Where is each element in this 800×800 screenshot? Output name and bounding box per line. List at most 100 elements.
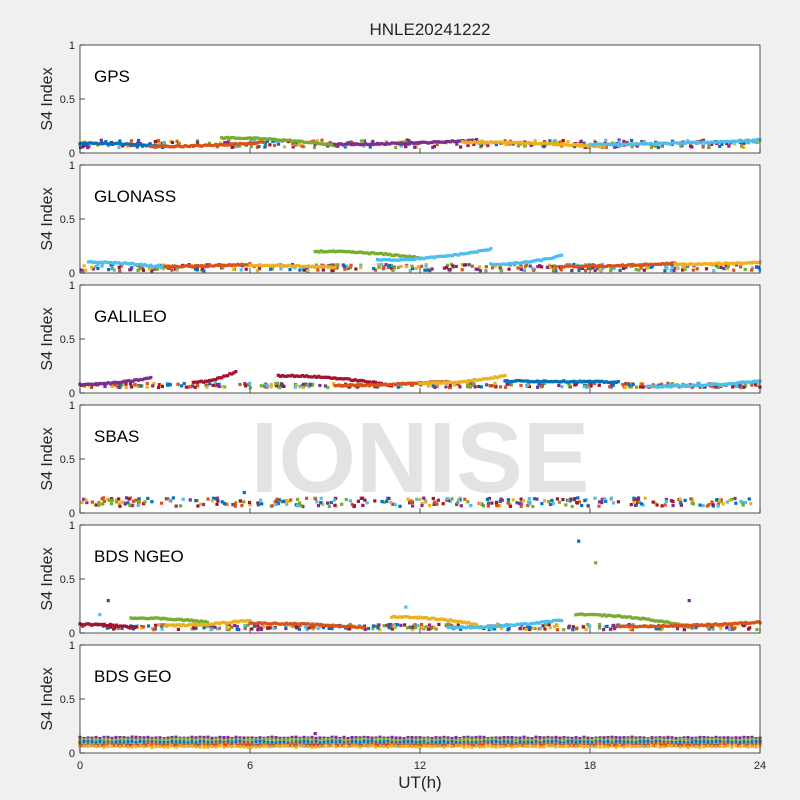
data-point	[113, 383, 117, 387]
arc-point	[88, 382, 92, 386]
arc-point	[153, 144, 157, 149]
data-point	[460, 263, 464, 267]
geo-level-point	[162, 738, 166, 742]
data-point	[390, 267, 394, 271]
arc-point	[179, 265, 183, 269]
arc-point	[214, 143, 218, 147]
data-point	[318, 383, 322, 388]
geo-level-point	[706, 736, 710, 740]
data-point	[637, 496, 641, 500]
arc-point	[388, 252, 392, 256]
arc-point	[224, 136, 228, 140]
arc-point	[641, 141, 645, 145]
data-point	[671, 503, 675, 508]
arc-point	[722, 622, 726, 626]
y-tick-label: 0	[69, 148, 75, 160]
geo-level-point	[158, 740, 162, 744]
geo-level-point	[382, 740, 386, 744]
arc-point	[511, 379, 515, 384]
geo-level-point	[666, 742, 670, 746]
arc-point	[236, 143, 240, 147]
arc-point	[489, 376, 493, 380]
data-point	[136, 268, 140, 272]
arc-point	[728, 140, 732, 144]
data-point	[711, 504, 715, 508]
geo-level-point	[642, 740, 646, 744]
arc-point	[554, 379, 558, 383]
geo-level-point	[318, 741, 322, 745]
arc-point	[582, 144, 586, 148]
data-point	[290, 143, 295, 147]
arc-point	[268, 137, 272, 141]
arc-point	[639, 617, 643, 621]
geo-level-point	[602, 743, 606, 747]
data-point	[300, 144, 304, 148]
data-point	[683, 498, 687, 502]
arc-point	[545, 257, 550, 261]
geo-level-point	[86, 740, 90, 744]
data-point	[731, 385, 735, 389]
arc-point	[355, 142, 359, 146]
geo-level-point	[566, 736, 570, 740]
data-point	[642, 139, 646, 143]
arc-point	[353, 378, 357, 382]
data-point	[307, 626, 311, 630]
data-point	[252, 743, 256, 747]
arc-point	[222, 620, 226, 624]
geo-level-point	[386, 745, 390, 749]
arc-point	[327, 265, 331, 269]
data-point	[175, 139, 179, 143]
geo-level-point	[694, 745, 698, 749]
arc-point	[744, 139, 748, 143]
data-point	[604, 499, 608, 503]
data-point	[488, 384, 492, 388]
arc-point	[503, 141, 507, 145]
geo-level-point	[590, 738, 594, 742]
arc-point	[151, 145, 155, 149]
data-point	[342, 264, 346, 268]
geo-level-point	[206, 735, 210, 739]
data-point	[744, 384, 748, 388]
data-point	[432, 500, 437, 504]
geo-level-point	[474, 744, 478, 748]
arc-point	[149, 263, 153, 267]
arc-point	[442, 140, 446, 144]
arc-point	[418, 141, 422, 145]
geo-level-point	[426, 744, 430, 748]
data-point	[160, 384, 164, 389]
data-point	[274, 499, 278, 503]
data-point	[531, 504, 535, 509]
arc-point	[193, 619, 197, 623]
geo-level-point	[354, 740, 358, 744]
arc-point	[171, 618, 175, 622]
arc-point	[220, 621, 224, 625]
data-point	[593, 268, 597, 273]
arc-point	[464, 621, 469, 625]
geo-level-point	[626, 740, 630, 744]
data-point	[145, 385, 149, 389]
arc-point	[574, 142, 578, 147]
arc-point	[303, 374, 307, 378]
geo-level-point	[442, 735, 446, 739]
data-point	[410, 625, 415, 629]
data-point	[376, 626, 380, 630]
arc-point	[618, 614, 622, 618]
data-point	[298, 501, 302, 505]
data-point	[630, 628, 635, 632]
geo-level-point	[490, 743, 494, 747]
arc-point	[181, 623, 185, 627]
data-point	[141, 625, 146, 629]
arc-point	[541, 257, 546, 261]
arc-point	[114, 380, 118, 385]
data-point	[431, 626, 435, 630]
data-point	[473, 385, 477, 389]
data-point	[97, 503, 101, 507]
data-point	[180, 743, 184, 747]
arc-point	[442, 617, 446, 621]
geo-level-point	[410, 742, 414, 746]
arc-point	[750, 139, 754, 143]
geo-level-point	[486, 738, 490, 742]
arc-point	[580, 380, 584, 384]
data-point	[717, 498, 721, 503]
arc-point	[153, 616, 157, 620]
